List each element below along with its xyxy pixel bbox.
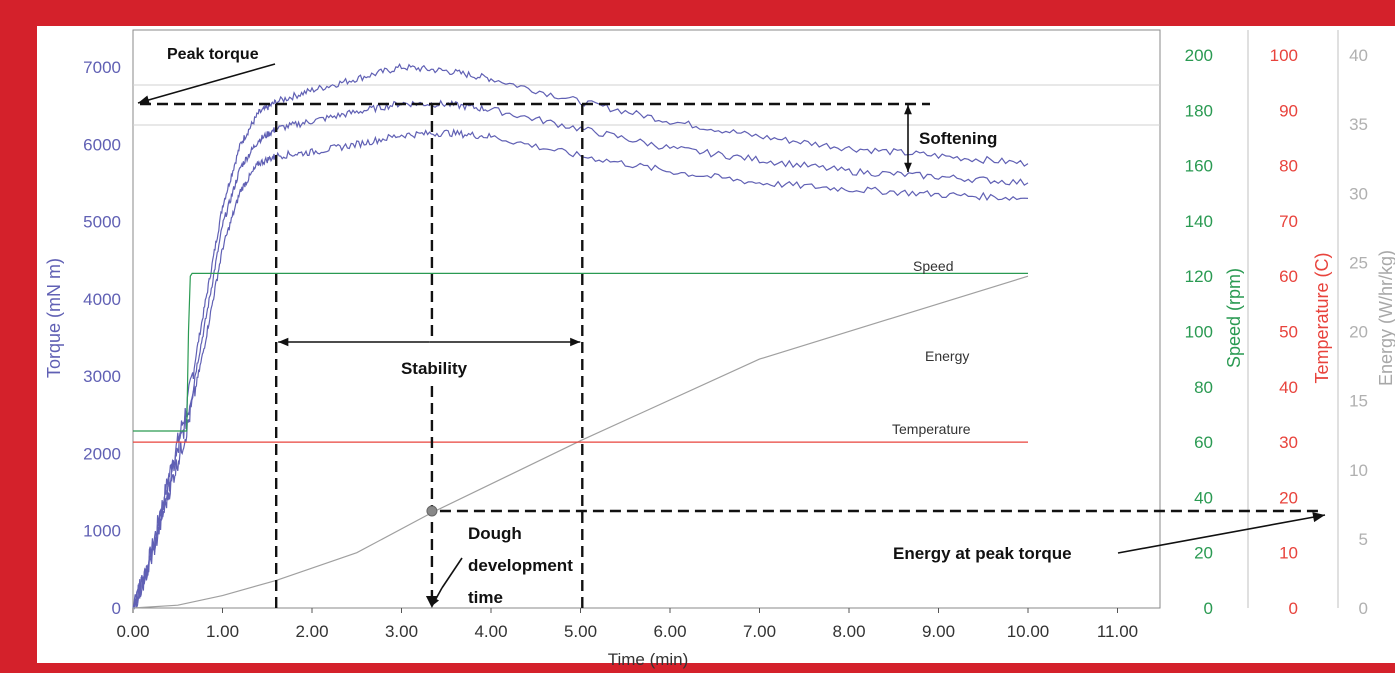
x-tick-label: 0.00 xyxy=(116,622,149,641)
speed-tick-label: 140 xyxy=(1185,212,1213,231)
ddt-label-line3: time xyxy=(468,588,503,607)
annotation-layer xyxy=(137,63,1326,608)
torque-tick-label: 5000 xyxy=(83,213,121,232)
x-tick-label: 10.00 xyxy=(1007,622,1050,641)
speed-tick-label: 40 xyxy=(1194,488,1213,507)
torque-tick-label: 0 xyxy=(112,599,121,618)
speed-series-label: Speed xyxy=(913,258,953,274)
softening-label: Softening xyxy=(919,129,997,148)
ddt-label-line1: Dough xyxy=(468,524,522,543)
energy-tick-label: 5 xyxy=(1359,530,1368,549)
red-frame-left xyxy=(0,0,37,673)
torque-axis: 0 1000 2000 3000 4000 5000 6000 7000 xyxy=(83,58,121,618)
peak-torque-arrow-head xyxy=(138,95,150,105)
temperature-tick-label: 60 xyxy=(1279,267,1298,286)
red-frame-bottom xyxy=(0,663,1395,673)
x-tick-label: 11.00 xyxy=(1097,622,1138,641)
ddt-guide-head xyxy=(425,596,438,608)
x-tick-label: 1.00 xyxy=(206,622,239,641)
temperature-series-label: Temperature xyxy=(892,421,971,437)
energy-tick-label: 30 xyxy=(1349,184,1368,203)
series-layer xyxy=(132,62,1029,610)
temperature-tick-label: 70 xyxy=(1279,212,1298,231)
softening-arrow-down-head xyxy=(904,162,912,172)
temperature-tick-label: 20 xyxy=(1279,488,1298,507)
temperature-tick-label: 80 xyxy=(1279,157,1298,176)
temperature-tick-label: 90 xyxy=(1279,101,1298,120)
x-tick-label: 4.00 xyxy=(474,622,507,641)
energy-tick-label: 20 xyxy=(1349,323,1368,342)
plot-area xyxy=(132,29,1161,609)
energy-tick-label: 40 xyxy=(1349,46,1368,65)
torque-trace-line xyxy=(132,62,1029,610)
temperature-tick-label: 30 xyxy=(1279,433,1298,452)
speed-tick-label: 120 xyxy=(1185,267,1213,286)
x-tick-label: 6.00 xyxy=(653,622,686,641)
x-tick-label: 3.00 xyxy=(385,622,418,641)
speed-axis-title: Speed (rpm) xyxy=(1224,268,1244,368)
torque-tick-label: 4000 xyxy=(83,290,121,309)
torque-tick-label: 3000 xyxy=(83,367,121,386)
energy-tick-label: 0 xyxy=(1359,599,1368,618)
speed-axis: 0 20 40 60 80 100 120 140 160 180 200 xyxy=(1185,46,1213,618)
x-tick-label: 5.00 xyxy=(564,622,597,641)
torque-axis-title: Torque (mN m) xyxy=(44,258,64,378)
temperature-tick-label: 100 xyxy=(1270,46,1298,65)
torque-tick-label: 1000 xyxy=(83,522,121,541)
energy-at-peak-label: Energy at peak torque xyxy=(893,544,1072,563)
temperature-tick-label: 0 xyxy=(1289,599,1298,618)
torque-tick-label: 7000 xyxy=(83,58,121,77)
ddt-arrow-tail xyxy=(441,557,463,589)
torque-trace-line xyxy=(133,128,1029,609)
stability-arrow-right-head xyxy=(570,337,581,347)
energy-tick-label: 35 xyxy=(1349,115,1368,134)
temperature-axis: 0 10 20 30 40 50 60 70 80 90 100 xyxy=(1270,46,1298,618)
speed-tick-label: 200 xyxy=(1185,46,1213,65)
energy-tick-label: 15 xyxy=(1349,392,1368,411)
temperature-axis-title: Temperature (C) xyxy=(1312,252,1332,383)
stability-label: Stability xyxy=(401,359,468,378)
x-tick-label: 7.00 xyxy=(743,622,776,641)
ddt-label-line2: development xyxy=(468,556,573,575)
speed-tick-label: 180 xyxy=(1185,101,1213,120)
torque-trace-line xyxy=(133,99,1029,609)
temperature-tick-label: 50 xyxy=(1279,323,1298,342)
x-tick-label: 8.00 xyxy=(832,622,865,641)
energy-series-label: Energy xyxy=(925,348,969,364)
energy-peak-arrow-shaft xyxy=(1117,514,1326,554)
energy-peak-marker xyxy=(426,505,438,517)
speed-tick-label: 100 xyxy=(1185,323,1213,342)
speed-tick-label: 60 xyxy=(1194,433,1213,452)
speed-tick-label: 20 xyxy=(1194,544,1213,563)
softening-arrow-up-head xyxy=(904,105,912,115)
energy-peak-arrow-head xyxy=(1312,512,1325,523)
energy-tick-label: 25 xyxy=(1349,253,1368,272)
speed-tick-label: 80 xyxy=(1194,378,1213,397)
torque-tick-label: 6000 xyxy=(83,135,121,154)
energy-axis-title: Energy (W/hr/kg) xyxy=(1376,250,1395,386)
x-axis-title: Time (min) xyxy=(608,650,689,669)
temperature-tick-label: 40 xyxy=(1279,378,1298,397)
speed-tick-label: 160 xyxy=(1185,157,1213,176)
energy-axis: 0 5 10 15 20 25 30 35 40 xyxy=(1349,46,1368,618)
stability-arrow-left-head xyxy=(278,337,289,347)
x-tick-label: 9.00 xyxy=(922,622,955,641)
temperature-tick-label: 10 xyxy=(1279,544,1298,563)
x-tick-label: 2.00 xyxy=(295,622,328,641)
peak-torque-arrow-shaft xyxy=(137,63,276,104)
torque-tick-label: 2000 xyxy=(83,444,121,463)
energy-series-line xyxy=(132,275,1029,609)
speed-series-line xyxy=(133,272,1028,432)
red-frame-top xyxy=(0,0,1395,26)
peak-torque-label: Peak torque xyxy=(167,46,259,63)
energy-tick-label: 10 xyxy=(1349,461,1368,480)
speed-tick-label: 0 xyxy=(1204,599,1213,618)
x-axis: 0.00 1.00 2.00 3.00 4.00 5.00 6.00 7.00 8.00 9.00… xyxy=(116,608,1138,641)
